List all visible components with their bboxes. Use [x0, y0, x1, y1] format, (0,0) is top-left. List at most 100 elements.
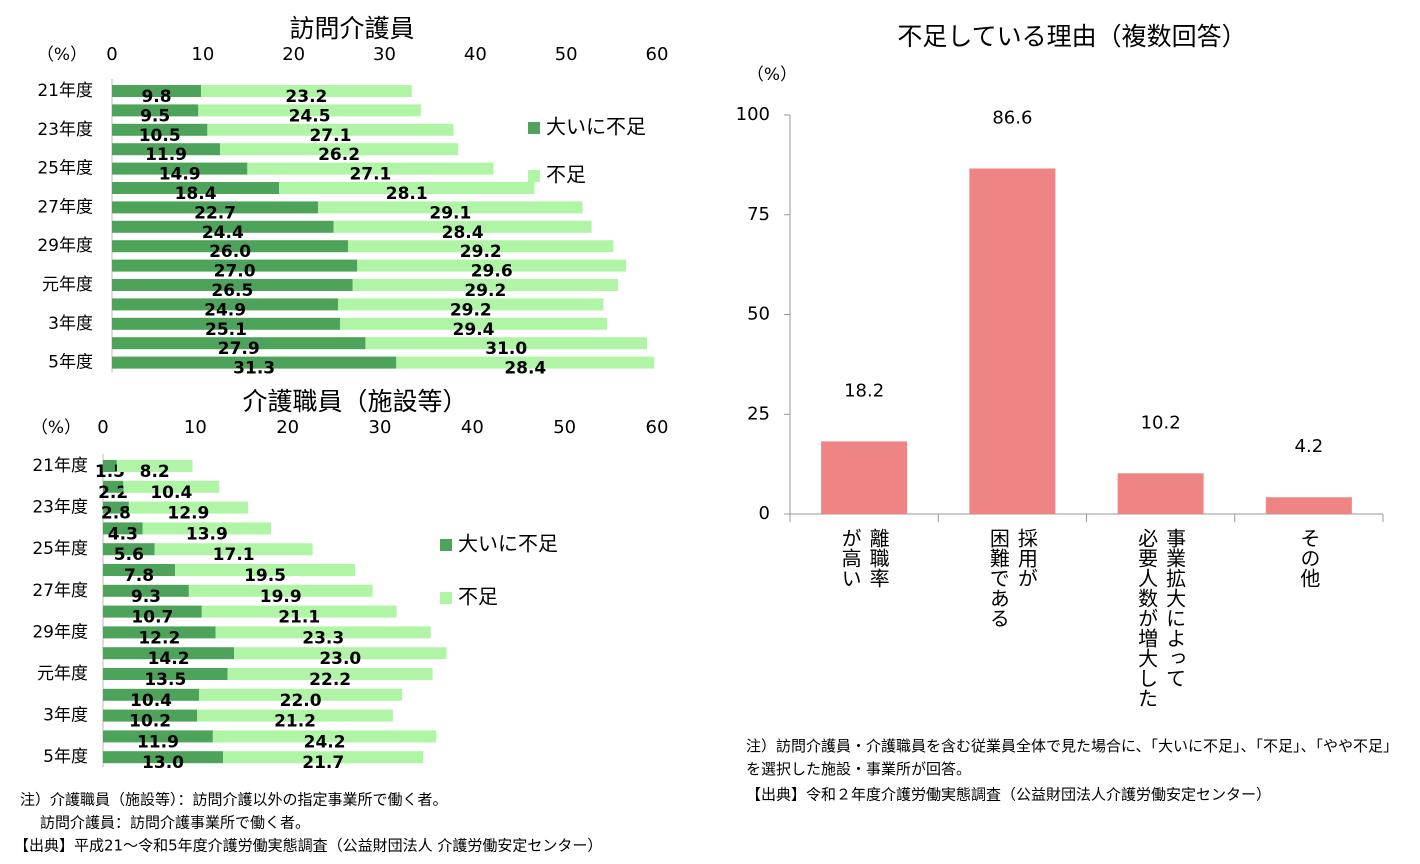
data-label: 12.9 [167, 504, 209, 524]
bar-segment [365, 337, 648, 350]
bar-segment [103, 668, 228, 680]
data-label: 19.9 [260, 587, 302, 607]
data-label: 10.2 [1141, 412, 1181, 433]
source: 【出典】令和２年度介護労働実態調査（公益財団法人介護労働安定センター） [746, 786, 1271, 804]
bar-segment [247, 162, 494, 175]
bar-segment [103, 730, 213, 743]
bar-segment [103, 460, 117, 472]
x-tick-label: 50 [553, 417, 576, 438]
x-tick-label: 10 [184, 417, 207, 438]
y-tick-label: 100 [736, 104, 770, 125]
data-label: 29.4 [453, 320, 495, 340]
bar-segment [201, 85, 412, 97]
data-label: 29.2 [450, 300, 492, 320]
bar-segment [199, 688, 403, 701]
data-label: 29.6 [471, 262, 513, 282]
x-tick-label: 30 [373, 44, 396, 65]
data-label: 18.2 [844, 380, 884, 401]
source: 【出典】平成21～令和5年度介護労働実態調査（公益財団法人 介護労働安定センター… [14, 837, 602, 855]
data-label: 7.8 [124, 566, 154, 586]
bar-segment [112, 356, 397, 369]
data-label: 21.1 [278, 608, 320, 628]
x-tick-label: 20 [276, 417, 299, 438]
data-label: 10.2 [129, 712, 171, 732]
data-label: 29.2 [464, 281, 506, 301]
bar-segment [223, 751, 424, 764]
data-label: 19.5 [244, 566, 286, 586]
data-label: 27.1 [309, 126, 351, 146]
data-label: 22.7 [194, 203, 236, 223]
x-tick-label: 40 [461, 417, 484, 438]
bar-segment [212, 730, 437, 743]
bar-segment [197, 709, 393, 722]
legend-swatch [528, 170, 540, 182]
legend-label: 不足 [458, 585, 498, 609]
y-tick-label: 21年度 [37, 81, 93, 101]
data-label: 14.9 [159, 165, 201, 185]
bar-segment [123, 480, 220, 493]
bar-segment [112, 143, 221, 156]
data-label: 28.4 [504, 359, 546, 379]
note-box: 注）訪問介護員・介護職員を含む従業員全体で見た場合に、「大いに不足」、「不足」、… [746, 737, 1398, 778]
data-label: 31.3 [233, 359, 275, 379]
bar-segment [112, 317, 340, 330]
data-label: 21.2 [274, 712, 316, 732]
data-label: 24.4 [202, 223, 244, 243]
bar-segment [357, 259, 627, 272]
data-label: 23.2 [285, 87, 327, 107]
data-label: 23.0 [319, 649, 361, 669]
y-tick-label: 23年度 [37, 120, 93, 140]
y-tick-label: 27年度 [32, 581, 88, 601]
data-label: 31.0 [485, 339, 527, 359]
data-label: 26.0 [209, 242, 251, 262]
bar-segment [339, 317, 608, 330]
data-label: 17.1 [213, 545, 255, 565]
bar-segment [103, 605, 202, 618]
bar-segment [103, 501, 129, 514]
bar-segment [318, 201, 583, 214]
data-label: 11.9 [137, 732, 179, 752]
y-tick-label: 元年度 [42, 275, 93, 295]
x-tick-label: 30 [369, 417, 392, 438]
x-tick-label: 必要人数が増大した [1135, 528, 1159, 708]
bar-segment [220, 143, 459, 156]
note: 訪問介護員：訪問介護事業所で働く者。 [40, 814, 310, 832]
chart-title: 不足している理由（複数回答） [897, 22, 1246, 51]
bar-segment [188, 584, 373, 597]
bar-segment [103, 751, 224, 764]
bar-segment [227, 668, 433, 680]
y-tick-label: 3年度 [43, 706, 88, 726]
bar-segment [352, 279, 618, 291]
bar [969, 168, 1056, 514]
data-label: 13.0 [142, 753, 184, 773]
legend-label: 大いに不足 [458, 532, 558, 556]
data-label: 27.0 [214, 262, 256, 282]
bar-segment [175, 564, 356, 576]
bar-segment [348, 240, 614, 253]
data-label: 28.1 [386, 184, 428, 204]
bar-segment [112, 259, 358, 272]
x-tick-label: 40 [464, 44, 487, 65]
data-label: 13.5 [144, 670, 186, 690]
data-label: 25.1 [205, 320, 247, 340]
data-label: 2.8 [101, 504, 131, 524]
data-label: 5.6 [114, 545, 144, 565]
data-label: 21.7 [302, 753, 344, 773]
data-label: 27.9 [218, 339, 260, 359]
legend-swatch [440, 592, 452, 604]
data-label: 22.0 [280, 691, 322, 711]
bar-segment [103, 584, 189, 597]
bar-segment [112, 201, 319, 214]
data-label: 29.2 [460, 242, 502, 262]
data-label: 24.9 [204, 300, 246, 320]
data-label: 86.6 [992, 107, 1032, 128]
x-tick-label: 60 [646, 44, 669, 65]
data-label: 9.5 [140, 106, 170, 126]
data-label: 27.1 [349, 165, 391, 185]
x-tick-label: 離職率 [866, 528, 890, 588]
bar-segment [103, 626, 216, 639]
x-tick-label: が高い [838, 528, 862, 588]
y-tick-label: 29年度 [32, 622, 88, 642]
axis-unit: （%） [31, 418, 81, 438]
data-label: 2.2 [98, 483, 128, 503]
